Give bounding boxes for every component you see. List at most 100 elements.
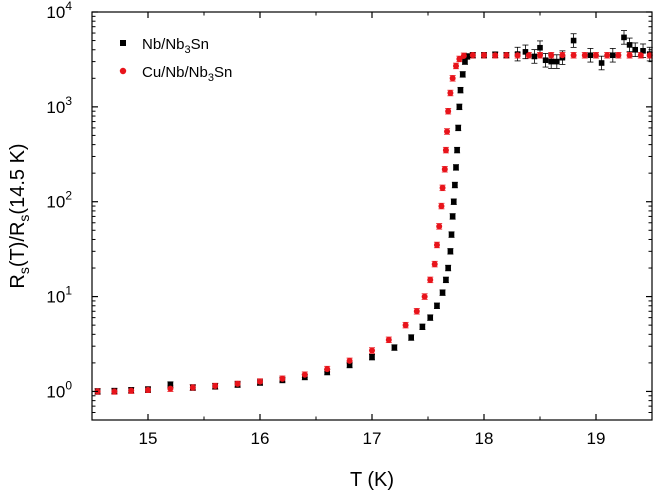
- y-tick-label: 100: [46, 378, 72, 401]
- data-point-circle: [257, 378, 263, 385]
- data-point-circle: [492, 52, 499, 59]
- data-point-circle: [615, 52, 622, 59]
- data-point-circle: [637, 52, 644, 59]
- data-point-square: [462, 58, 468, 65]
- data-point-circle: [593, 52, 599, 59]
- data-point-circle: [111, 388, 118, 395]
- data-point-square: [453, 164, 459, 171]
- data-point-square: [454, 147, 460, 153]
- data-point-circle: [469, 52, 476, 59]
- x-axis-ticks: 15 16 17 18 19: [91, 12, 653, 448]
- series-0: [94, 34, 653, 395]
- x-tick-label: 15: [139, 429, 158, 448]
- data-point-circle: [460, 52, 467, 59]
- data-point-square: [537, 44, 543, 51]
- data-point-square: [640, 47, 646, 54]
- error-bars: [94, 30, 653, 395]
- y-title-sub2: s: [16, 215, 32, 222]
- data-point-circle: [413, 308, 420, 315]
- data-point-circle: [402, 322, 409, 329]
- data-point-square: [443, 277, 449, 283]
- data-point-square: [621, 34, 627, 41]
- data-point-square: [542, 57, 549, 64]
- y-axis-ticks: 100 101 102 103 104: [46, 0, 652, 421]
- data-point-square: [626, 42, 633, 48]
- x-axis-title: T (K): [350, 469, 394, 491]
- y-tick-label: 103: [46, 94, 72, 117]
- data-point-square: [522, 49, 529, 55]
- data-point-circle: [431, 261, 438, 268]
- data-point-square: [445, 265, 451, 271]
- y-tick-label: 102: [46, 189, 72, 212]
- y-title-sub1: s: [16, 267, 32, 274]
- data-point-circle: [421, 293, 428, 300]
- series-1: [94, 52, 653, 395]
- y-title-r1: R: [7, 274, 29, 288]
- data-point-square: [455, 125, 462, 131]
- data-point-circle: [128, 387, 135, 394]
- data-point-circle: [537, 52, 543, 59]
- data-point-circle: [514, 52, 521, 59]
- data-point-circle: [626, 52, 633, 59]
- data-point-square: [598, 60, 605, 66]
- data-point-circle: [439, 184, 446, 191]
- x-tick-label: 16: [251, 429, 270, 448]
- legend-marker-cu: [119, 67, 127, 75]
- legend-marker-nb: [120, 40, 126, 46]
- data-point-square: [459, 71, 466, 78]
- data-point-circle: [167, 385, 174, 392]
- data-point-circle: [442, 147, 449, 154]
- data-point-circle: [438, 203, 445, 210]
- data-point-circle: [433, 241, 440, 248]
- data-point-circle: [445, 108, 452, 115]
- data-point-circle: [548, 52, 555, 59]
- data-series: [94, 34, 653, 395]
- data-point-circle: [447, 89, 454, 96]
- data-point-square: [450, 198, 457, 205]
- data-point-square: [369, 354, 375, 360]
- data-point-square: [419, 324, 426, 330]
- data-point-circle: [385, 336, 392, 343]
- data-point-circle: [441, 166, 448, 173]
- data-point-square: [632, 46, 638, 53]
- legend: Nb/Nb3Sn Cu/Nb/Nb3Sn: [119, 36, 232, 84]
- data-point-square: [408, 334, 414, 341]
- data-point-circle: [481, 52, 487, 59]
- data-point-circle: [570, 52, 577, 59]
- data-point-circle: [581, 52, 588, 59]
- data-point-circle: [456, 55, 463, 62]
- data-point-square: [167, 381, 174, 388]
- x-tick-label: 19: [587, 429, 606, 448]
- x-tick-label: 18: [475, 429, 494, 448]
- data-point-square: [457, 87, 464, 93]
- data-point-circle: [604, 52, 611, 59]
- data-point-circle: [189, 384, 196, 391]
- data-point-square: [427, 314, 434, 321]
- data-point-square: [346, 362, 353, 368]
- y-tick-label: 101: [46, 284, 72, 307]
- data-point-circle: [234, 380, 241, 387]
- data-point-circle: [301, 371, 308, 378]
- data-point-square: [464, 53, 470, 60]
- data-point-circle: [525, 52, 532, 59]
- data-point-circle: [279, 375, 286, 382]
- data-point-circle: [559, 52, 566, 59]
- y-tick-label: 104: [46, 0, 72, 22]
- data-point-circle: [212, 383, 219, 390]
- data-point-square: [391, 344, 398, 351]
- data-point-circle: [145, 386, 151, 393]
- data-point-square: [434, 302, 440, 309]
- data-point-circle: [444, 128, 451, 135]
- data-point-circle: [646, 52, 653, 59]
- data-point-circle: [449, 75, 456, 82]
- data-point-square: [548, 58, 554, 65]
- legend-label-cu: Cu/Nb/Nb3Sn: [142, 64, 232, 84]
- data-point-square: [531, 53, 538, 60]
- y-axis-title: Rs(T)/Rs(14.5 K): [7, 143, 32, 288]
- data-point-circle: [427, 276, 434, 283]
- data-point-square: [452, 182, 458, 188]
- x-tick-label: 17: [363, 429, 382, 448]
- data-point-circle: [346, 357, 353, 364]
- data-point-square: [448, 231, 455, 238]
